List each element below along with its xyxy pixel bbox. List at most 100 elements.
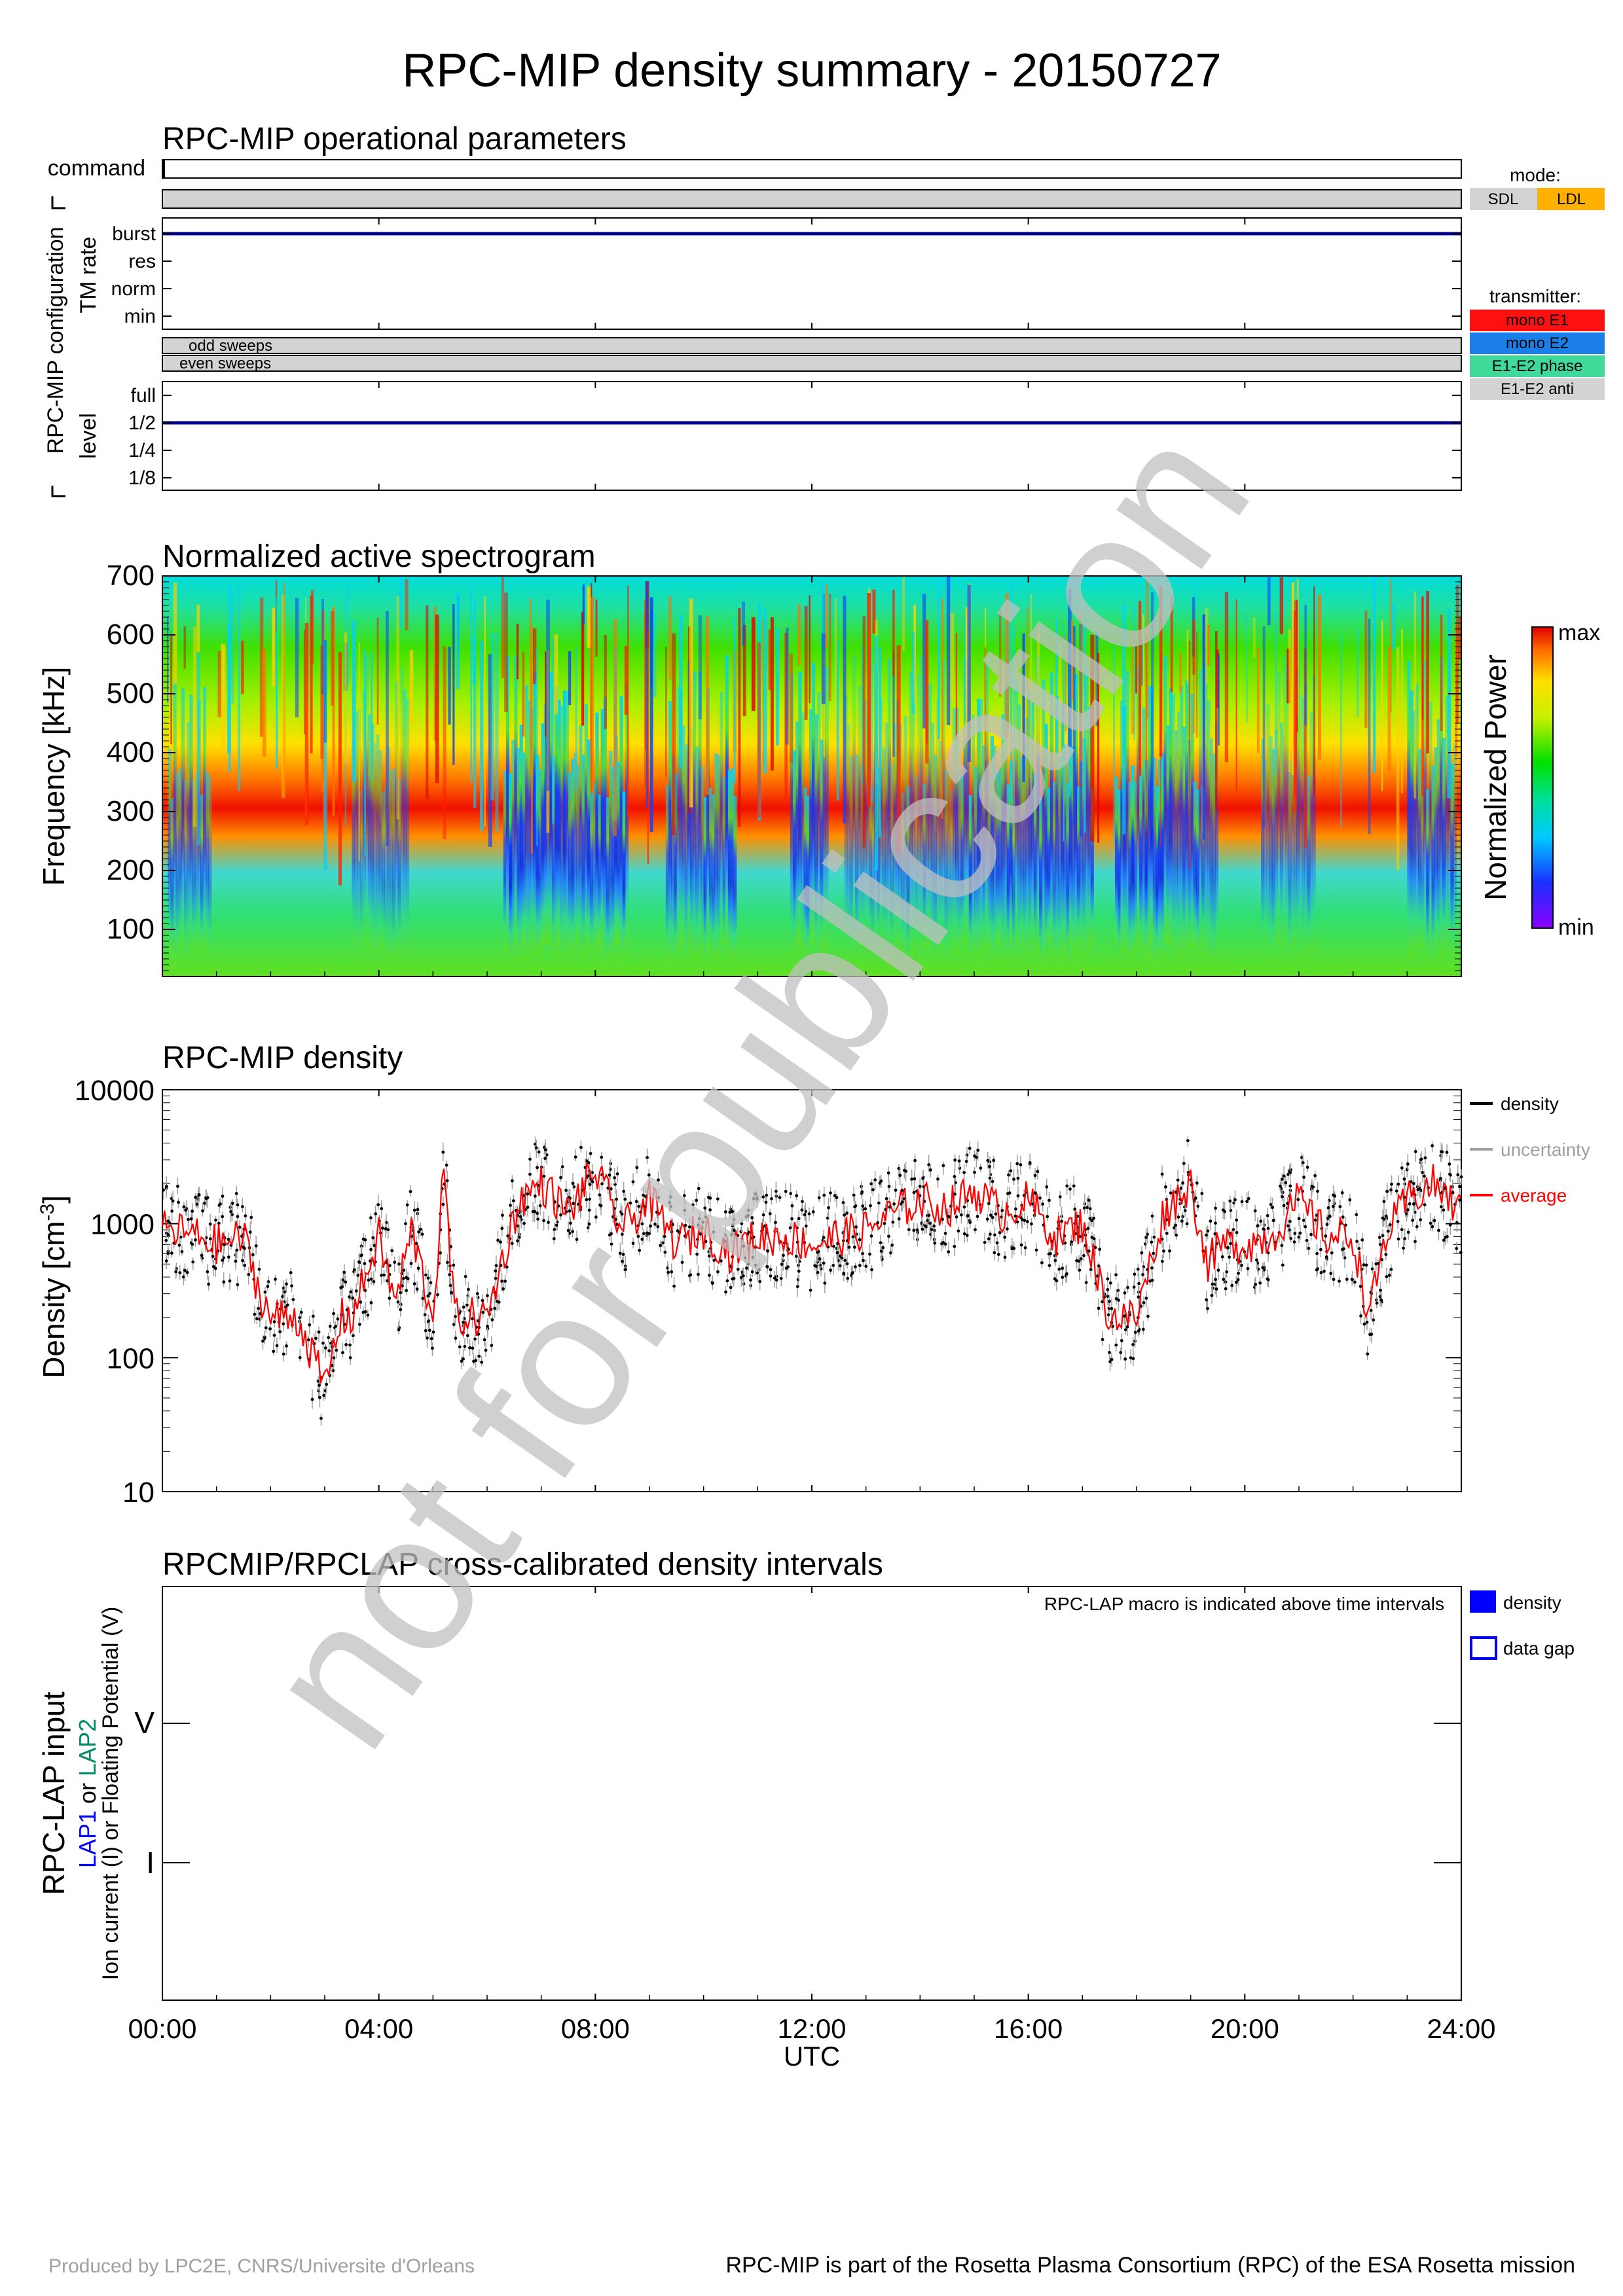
spectrogram-spike <box>501 577 504 679</box>
density-point <box>1185 1222 1189 1226</box>
density-point <box>1338 1280 1341 1283</box>
spectrogram-spike <box>1396 647 1400 870</box>
density-point <box>708 1208 712 1211</box>
density-point <box>891 1220 895 1224</box>
density-point <box>235 1248 239 1252</box>
density-point <box>317 1330 321 1334</box>
density-point <box>1068 1187 1072 1191</box>
density-point <box>1366 1352 1370 1356</box>
density-point <box>870 1268 873 1272</box>
density-point <box>285 1344 288 1348</box>
density-point <box>1324 1234 1328 1238</box>
spectrogram-y-tick-label: 500 <box>107 677 155 709</box>
spectrogram-spike <box>1186 629 1189 684</box>
density-point <box>1284 1181 1288 1185</box>
spectrogram-spike <box>321 599 324 694</box>
density-point <box>947 1215 951 1219</box>
density-point <box>227 1255 230 1259</box>
density-point <box>751 1255 755 1259</box>
legend-density-label: density <box>1501 1094 1559 1114</box>
density-point <box>1125 1325 1129 1329</box>
density-point <box>804 1224 808 1228</box>
spectrogram-depletion-column <box>671 755 675 961</box>
density-point <box>936 1177 939 1181</box>
density-point <box>1345 1278 1349 1281</box>
density-point <box>272 1350 276 1354</box>
spectrogram-spike <box>647 628 649 865</box>
density-point <box>494 1276 498 1280</box>
density-point <box>729 1285 733 1289</box>
spectrogram-depletion-column <box>378 750 382 950</box>
mode-sdl-swatch <box>1470 188 1537 210</box>
density-point <box>669 1205 673 1208</box>
spectrogram-spike <box>862 616 866 848</box>
spectrogram-spike <box>295 598 299 717</box>
density-point <box>832 1244 835 1248</box>
spectrogram-spike <box>1079 624 1083 837</box>
spectrogram-spike <box>352 620 356 782</box>
density-point <box>1137 1329 1140 1333</box>
density-point <box>263 1290 267 1294</box>
spectrogram-depletion-column <box>1087 707 1091 948</box>
density-point <box>330 1363 334 1367</box>
density-point <box>1281 1191 1285 1194</box>
spectrogram-depletion-column <box>403 689 407 955</box>
density-point <box>600 1182 604 1186</box>
spectrogram-depletion-column <box>390 770 393 961</box>
spectrogram-depletion-column <box>708 788 713 954</box>
spectrogram-depletion-column <box>1036 656 1040 951</box>
density-point <box>194 1195 197 1199</box>
density-point <box>322 1393 326 1397</box>
spectrogram-depletion-column <box>1068 729 1072 947</box>
density-point <box>1359 1285 1362 1288</box>
density-point <box>1269 1202 1273 1206</box>
spectrogram-spike <box>1246 613 1248 723</box>
density-point <box>559 1213 562 1217</box>
density-point <box>774 1189 778 1193</box>
density-point <box>1137 1282 1141 1285</box>
density-point <box>369 1301 373 1304</box>
density-point <box>191 1260 195 1264</box>
density-point <box>1132 1285 1136 1289</box>
spectrogram-depletion-column <box>1421 778 1425 948</box>
spectrogram-spike <box>310 596 313 753</box>
page-title: RPC-MIP density summary - 20150727 <box>402 45 1221 97</box>
density-point <box>1307 1246 1311 1250</box>
x-tick-label-4: 16:00 <box>994 2013 1063 2044</box>
density-point <box>526 1192 530 1196</box>
density-point <box>1412 1181 1415 1185</box>
density-point <box>987 1202 991 1206</box>
density-point <box>1209 1219 1213 1223</box>
density-point <box>1119 1351 1123 1354</box>
density-point <box>1296 1198 1300 1202</box>
density-point <box>327 1349 331 1353</box>
density-point <box>995 1241 999 1245</box>
density-point <box>1387 1274 1391 1277</box>
density-point <box>420 1232 424 1236</box>
density-point <box>683 1208 687 1212</box>
spectrogram-depletion-column <box>1052 781 1056 960</box>
spectrogram-spikes <box>167 576 1461 886</box>
spectrogram-depletion-column <box>977 698 981 963</box>
spectrogram-depletion-column <box>958 768 962 957</box>
odd-sweeps-bar <box>162 337 1462 354</box>
x-tick-label-1: 04:00 <box>344 2013 413 2044</box>
spectrogram-spike <box>1097 653 1100 843</box>
density-point <box>1180 1219 1184 1223</box>
density-point <box>1247 1196 1250 1200</box>
density-point <box>691 1203 695 1207</box>
density-point <box>1114 1343 1118 1347</box>
spectrogram-depletion-column <box>698 671 702 958</box>
spectrogram-depletion-column <box>803 787 807 954</box>
spectrogram-spike <box>1455 584 1459 723</box>
spectrogram-depletion-column <box>966 664 970 946</box>
spectrogram-spike <box>1095 631 1099 726</box>
density-point <box>992 1158 996 1162</box>
density-point <box>1234 1280 1238 1284</box>
spectrogram-depletion-column <box>971 715 975 966</box>
spectrogram-spike <box>1440 615 1443 731</box>
density-point <box>1108 1281 1112 1285</box>
spectrogram-spike <box>1090 634 1095 842</box>
spectrogram-depletion-column <box>392 768 396 969</box>
spectrogram-depletion-column <box>893 723 897 946</box>
